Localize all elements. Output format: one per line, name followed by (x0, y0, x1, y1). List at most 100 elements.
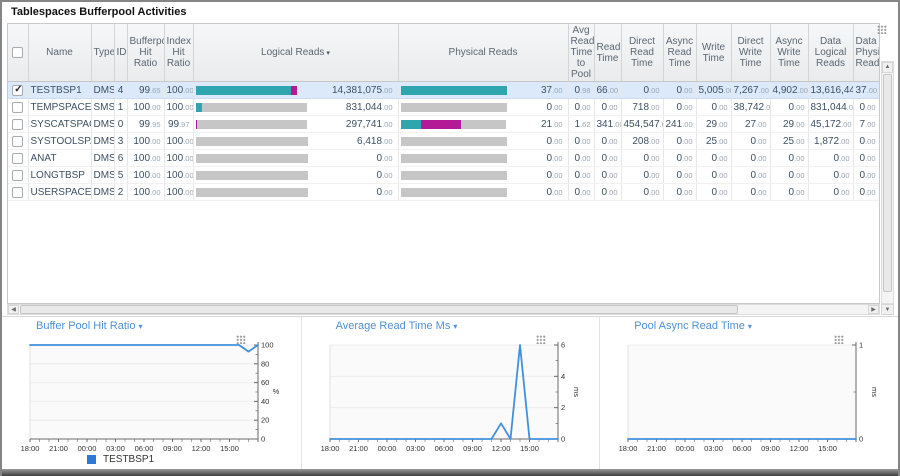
svg-text:0: 0 (561, 435, 565, 444)
horizontal-scrollbar[interactable]: ◀ ▶ (7, 304, 880, 315)
select-all-checkbox[interactable] (12, 47, 24, 58)
write-time-cell: 29.00 (696, 115, 732, 133)
table-row[interactable]: ANAT DMS 6 100.00 100.00 0.00 0.00 0.00 … (8, 149, 879, 167)
svg-text:80: 80 (261, 359, 269, 368)
gray-bar-segment (195, 153, 308, 163)
chart-options-grid-icon[interactable] (535, 335, 546, 344)
chart-title-dropdown[interactable]: Pool Async Read Time ▾ (634, 320, 752, 332)
column-header-read-time[interactable]: Read Time (594, 24, 622, 82)
row-checkbox[interactable] (12, 169, 24, 181)
table-row[interactable]: TESTBSP1 DMS 4 99.65 100.00 14,381,075.0… (8, 81, 879, 99)
type-cell: SMS (91, 98, 115, 116)
direct-read-time-cell: 454,547.00 (621, 115, 664, 133)
column-header-name[interactable]: Name (28, 24, 92, 82)
teal-bar-segment (195, 102, 203, 112)
column-header-type[interactable]: Type (91, 24, 115, 82)
row-checkbox[interactable] (12, 84, 24, 96)
horizontal-scrollbar-thumb[interactable] (20, 305, 738, 314)
scroll-left-icon[interactable]: ◀ (8, 305, 19, 314)
logical-reads-value: 0.00 (376, 152, 393, 164)
bufferpool-hit-ratio-cell: 100.00 (127, 98, 165, 116)
direct-write-time-cell: 7,267.00 (731, 81, 771, 99)
svg-text:4: 4 (561, 372, 565, 381)
chart-title-label: Pool Async Read Time (634, 320, 745, 332)
vertical-scrollbar[interactable]: ▲ (881, 61, 894, 304)
chart-title-dropdown[interactable]: Buffer Pool Hit Ratio ▾ (36, 320, 142, 332)
logical-reads-value: 297,741.00 (345, 118, 393, 130)
row-checkbox[interactable] (12, 152, 24, 164)
scroll-right-icon[interactable]: ▶ (868, 305, 879, 314)
row-checkbox[interactable] (12, 101, 24, 113)
name-cell: LONGTBSP (28, 166, 92, 184)
svg-text:21:00: 21:00 (49, 444, 68, 453)
read-time-cell: 341.00 (594, 115, 622, 133)
column-header-async-write-time[interactable]: Async Write Time (770, 24, 809, 82)
logical-reads-value: 14,381,075.00 (332, 84, 393, 96)
chart-options-grid-icon[interactable] (236, 335, 246, 344)
table-options-grid-icon[interactable] (877, 25, 887, 34)
read-time-cell: 0.00 (594, 98, 622, 116)
table-row[interactable]: SYSTOOLSPACE DMS 3 100.00 100.00 6,418.0… (8, 132, 879, 150)
column-header-index-hit-ratio[interactable]: Index Hit Ratio (164, 24, 194, 82)
physical-reads-bar (400, 102, 507, 112)
physical-reads-value: 0.00 (546, 169, 563, 181)
data-logical-reads-cell: 0.00 (808, 166, 854, 184)
table-row[interactable]: LONGTBSP DMS 5 100.00 100.00 0.00 0.00 0… (8, 166, 879, 184)
async-write-time-cell: 0.00 (770, 183, 809, 201)
table-row[interactable]: USERSPACE1 DMS 2 100.00 100.00 0.00 0.00… (8, 183, 879, 201)
row-checkbox[interactable] (12, 186, 24, 198)
logical-reads-value: 0.00 (376, 169, 393, 181)
name-cell: SYSTOOLSPACE (28, 132, 92, 150)
column-header-bp-hit-ratio[interactable]: Bufferpool Hit Ratio (127, 24, 165, 82)
vertical-scrollbar-thumb[interactable] (883, 74, 892, 292)
svg-text:18:00: 18:00 (320, 444, 339, 453)
direct-read-time-cell: 0.00 (621, 149, 664, 167)
checkbox-cell (8, 132, 29, 150)
column-header-write-time[interactable]: Write Time (696, 24, 732, 82)
svg-text:03:00: 03:00 (704, 444, 723, 453)
bufferpool-hit-ratio-cell: 100.00 (127, 149, 165, 167)
name-cell: TESTBSP1 (28, 81, 92, 99)
physical-reads-cell: 0.00 (398, 166, 569, 184)
column-header-direct-read-time[interactable]: Direct Read Time (621, 24, 664, 82)
column-header-data-logical-reads[interactable]: Data Logical Reads (808, 24, 854, 82)
row-checkbox[interactable] (12, 135, 24, 147)
logical-reads-cell: 6,418.00 (193, 132, 399, 150)
svg-text:12:00: 12:00 (790, 444, 809, 453)
scroll-down-icon[interactable]: ▼ (881, 304, 894, 315)
column-header-physical-reads[interactable]: Physical Reads (398, 24, 569, 82)
index-hit-ratio-cell: 99.97 (164, 115, 194, 133)
column-header-id[interactable]: ID (114, 24, 128, 82)
column-header-async-read-time[interactable]: Async Read Time (663, 24, 697, 82)
scroll-up-icon[interactable]: ▲ (882, 62, 893, 73)
write-time-cell: 5,005.00 (696, 81, 732, 99)
column-header-direct-write-time[interactable]: Direct Write Time (731, 24, 771, 82)
read-time-cell: 0.00 (594, 183, 622, 201)
data-physical-reads-cell: 0.00 (853, 183, 879, 201)
async-read-time-cell: 0.00 (663, 132, 697, 150)
chart-options-grid-icon[interactable] (834, 335, 845, 344)
column-header-logical-reads[interactable]: Logical Reads ▾ (193, 24, 399, 82)
data-logical-reads-cell: 0.00 (808, 149, 854, 167)
direct-read-time-cell: 718.00 (621, 98, 664, 116)
column-header-data-physical-reads[interactable]: Data Physical Reads (853, 24, 879, 82)
index-hit-ratio-cell: 100.00 (164, 98, 194, 116)
svg-text:60: 60 (261, 378, 269, 387)
bufferpool-hit-ratio-cell: 100.00 (127, 183, 165, 201)
id-cell: 2 (114, 183, 128, 201)
table-row[interactable]: TEMPSPACE1 SMS 1 100.00 100.00 831,044.0… (8, 98, 879, 116)
chart-title-dropdown[interactable]: Average Read Time Ms ▾ (336, 320, 458, 332)
logical-reads-bar (195, 153, 308, 163)
row-checkbox[interactable] (12, 118, 24, 130)
type-cell: DMS (91, 132, 115, 150)
svg-text:06:00: 06:00 (135, 444, 154, 453)
type-cell: DMS (91, 149, 115, 167)
id-cell: 4 (114, 81, 128, 99)
gray-bar-segment (400, 102, 507, 112)
column-header-select[interactable] (8, 24, 29, 82)
table-row[interactable]: SYSCATSPACE DMS 0 99.95 99.97 297,741.00… (8, 115, 879, 133)
column-header-avg-read-time-to-pool[interactable]: Avg Read Time to Pool (568, 24, 595, 82)
async-write-time-cell: 4,902.00 (770, 81, 809, 99)
svg-text:ms: ms (870, 387, 879, 397)
